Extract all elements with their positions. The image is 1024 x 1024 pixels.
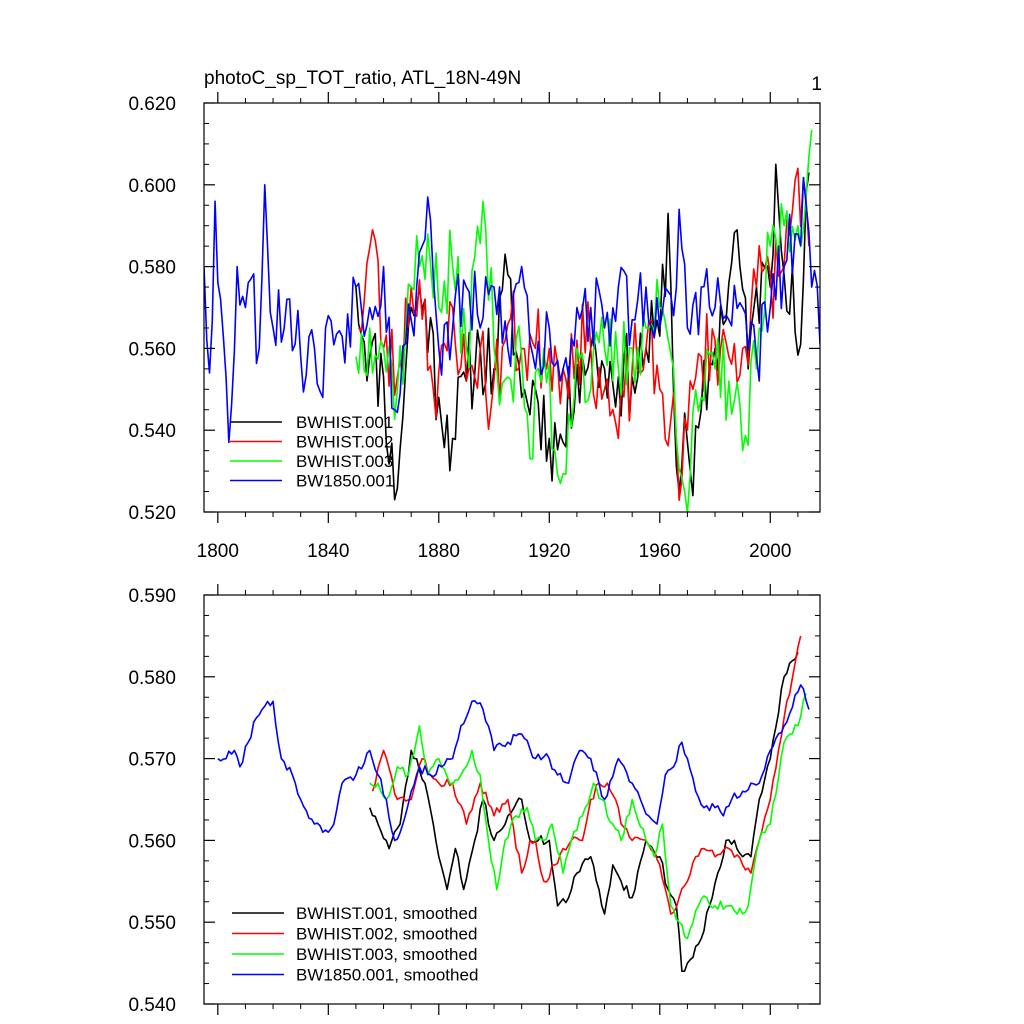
y-tick-label: 0.560 bbox=[128, 831, 176, 852]
y-tick-label: 0.620 bbox=[128, 94, 176, 115]
series-line-bwhist-001-smoothed bbox=[368, 651, 799, 973]
legend-label: BWHIST.003, smoothed bbox=[296, 945, 477, 964]
x-tick-label: 1880 bbox=[418, 541, 460, 562]
legend-label: BWHIST.001, smoothed bbox=[296, 904, 477, 923]
x-tick-label: 1960 bbox=[639, 541, 681, 562]
series-line-bw1850-001-smoothed bbox=[217, 684, 810, 842]
legend-label: BW1850.001, smoothed bbox=[296, 966, 478, 985]
y-tick-label: 0.550 bbox=[128, 913, 176, 934]
top-panel: photoC_sp_TOT_ratio, ATL_18N-49N 1 0.520… bbox=[128, 68, 822, 562]
y-tick-label: 0.540 bbox=[128, 421, 176, 442]
y-tick-label: 0.580 bbox=[128, 668, 176, 689]
y-tick-label: 0.540 bbox=[128, 995, 176, 1016]
bottom-legend: BWHIST.001, smoothed BWHIST.002, smoothed… bbox=[232, 904, 478, 985]
legend-label: BW1850.001 bbox=[296, 472, 394, 491]
y-tick-label: 0.570 bbox=[128, 750, 176, 771]
x-tick-label: 1920 bbox=[528, 541, 570, 562]
series-line-bwhist-003 bbox=[355, 129, 813, 512]
series-line-bwhist-003-smoothed bbox=[369, 692, 807, 940]
x-tick-label: 1800 bbox=[197, 541, 239, 562]
series-lines bbox=[217, 635, 810, 973]
series-line-bw1850-001 bbox=[204, 176, 820, 444]
top-panel-number-label: 1 bbox=[811, 74, 822, 95]
y-tick-label: 0.590 bbox=[128, 586, 176, 607]
series-line-bwhist-002 bbox=[358, 167, 810, 501]
y-tick-label: 0.580 bbox=[128, 258, 176, 279]
legend-label: BWHIST.002, smoothed bbox=[296, 925, 477, 944]
bottom-panel: 0.540 0.550 0.560 0.570 0.580 0.590 BWHIST.00… bbox=[128, 584, 821, 1016]
legend-label: BWHIST.002 bbox=[296, 433, 393, 452]
legend-label: BWHIST.001 bbox=[296, 413, 393, 432]
series-line-bwhist-002-smoothed bbox=[371, 635, 802, 915]
series-lines bbox=[204, 129, 820, 512]
bottom-plot-area: 0.540 0.550 0.560 0.570 0.580 0.590 bbox=[128, 584, 821, 1016]
y-tick-label: 0.520 bbox=[128, 503, 176, 524]
y-tick-label: 0.560 bbox=[128, 339, 176, 360]
x-tick-label: 2000 bbox=[749, 541, 791, 562]
legend-label: BWHIST.003 bbox=[296, 452, 393, 471]
x-tick-label: 1840 bbox=[307, 541, 349, 562]
top-plot-area: 0.520 0.540 0.560 0.580 0.600 0.620 1800 1840 18… bbox=[128, 92, 821, 562]
top-panel-title: photoC_sp_TOT_ratio, ATL_18N-49N bbox=[204, 68, 521, 89]
y-tick-label: 0.600 bbox=[128, 176, 176, 197]
